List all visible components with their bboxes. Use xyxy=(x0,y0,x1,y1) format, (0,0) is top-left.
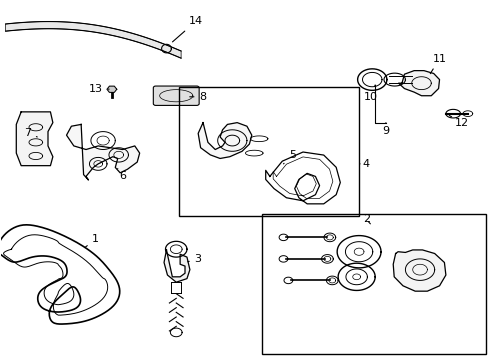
Polygon shape xyxy=(16,112,53,166)
Text: 12: 12 xyxy=(448,116,468,128)
Polygon shape xyxy=(198,123,251,158)
Text: 10: 10 xyxy=(364,85,378,102)
Text: 3: 3 xyxy=(187,254,201,264)
Text: 4: 4 xyxy=(359,159,369,169)
Polygon shape xyxy=(398,71,439,96)
Text: 7: 7 xyxy=(24,128,37,138)
Bar xyxy=(261,214,485,354)
FancyBboxPatch shape xyxy=(153,86,199,105)
Polygon shape xyxy=(107,86,117,93)
Polygon shape xyxy=(163,250,189,282)
Text: 5: 5 xyxy=(283,150,295,164)
Text: 8: 8 xyxy=(189,92,206,102)
Text: 13: 13 xyxy=(89,84,109,94)
Bar xyxy=(178,87,358,216)
Text: 2: 2 xyxy=(362,215,369,224)
Text: 1: 1 xyxy=(84,234,99,248)
Text: 14: 14 xyxy=(172,17,203,42)
Polygon shape xyxy=(5,22,181,58)
Text: 9: 9 xyxy=(382,123,388,135)
Polygon shape xyxy=(392,250,445,291)
Polygon shape xyxy=(66,125,140,180)
Text: 6: 6 xyxy=(118,168,126,181)
Text: 11: 11 xyxy=(429,54,446,74)
